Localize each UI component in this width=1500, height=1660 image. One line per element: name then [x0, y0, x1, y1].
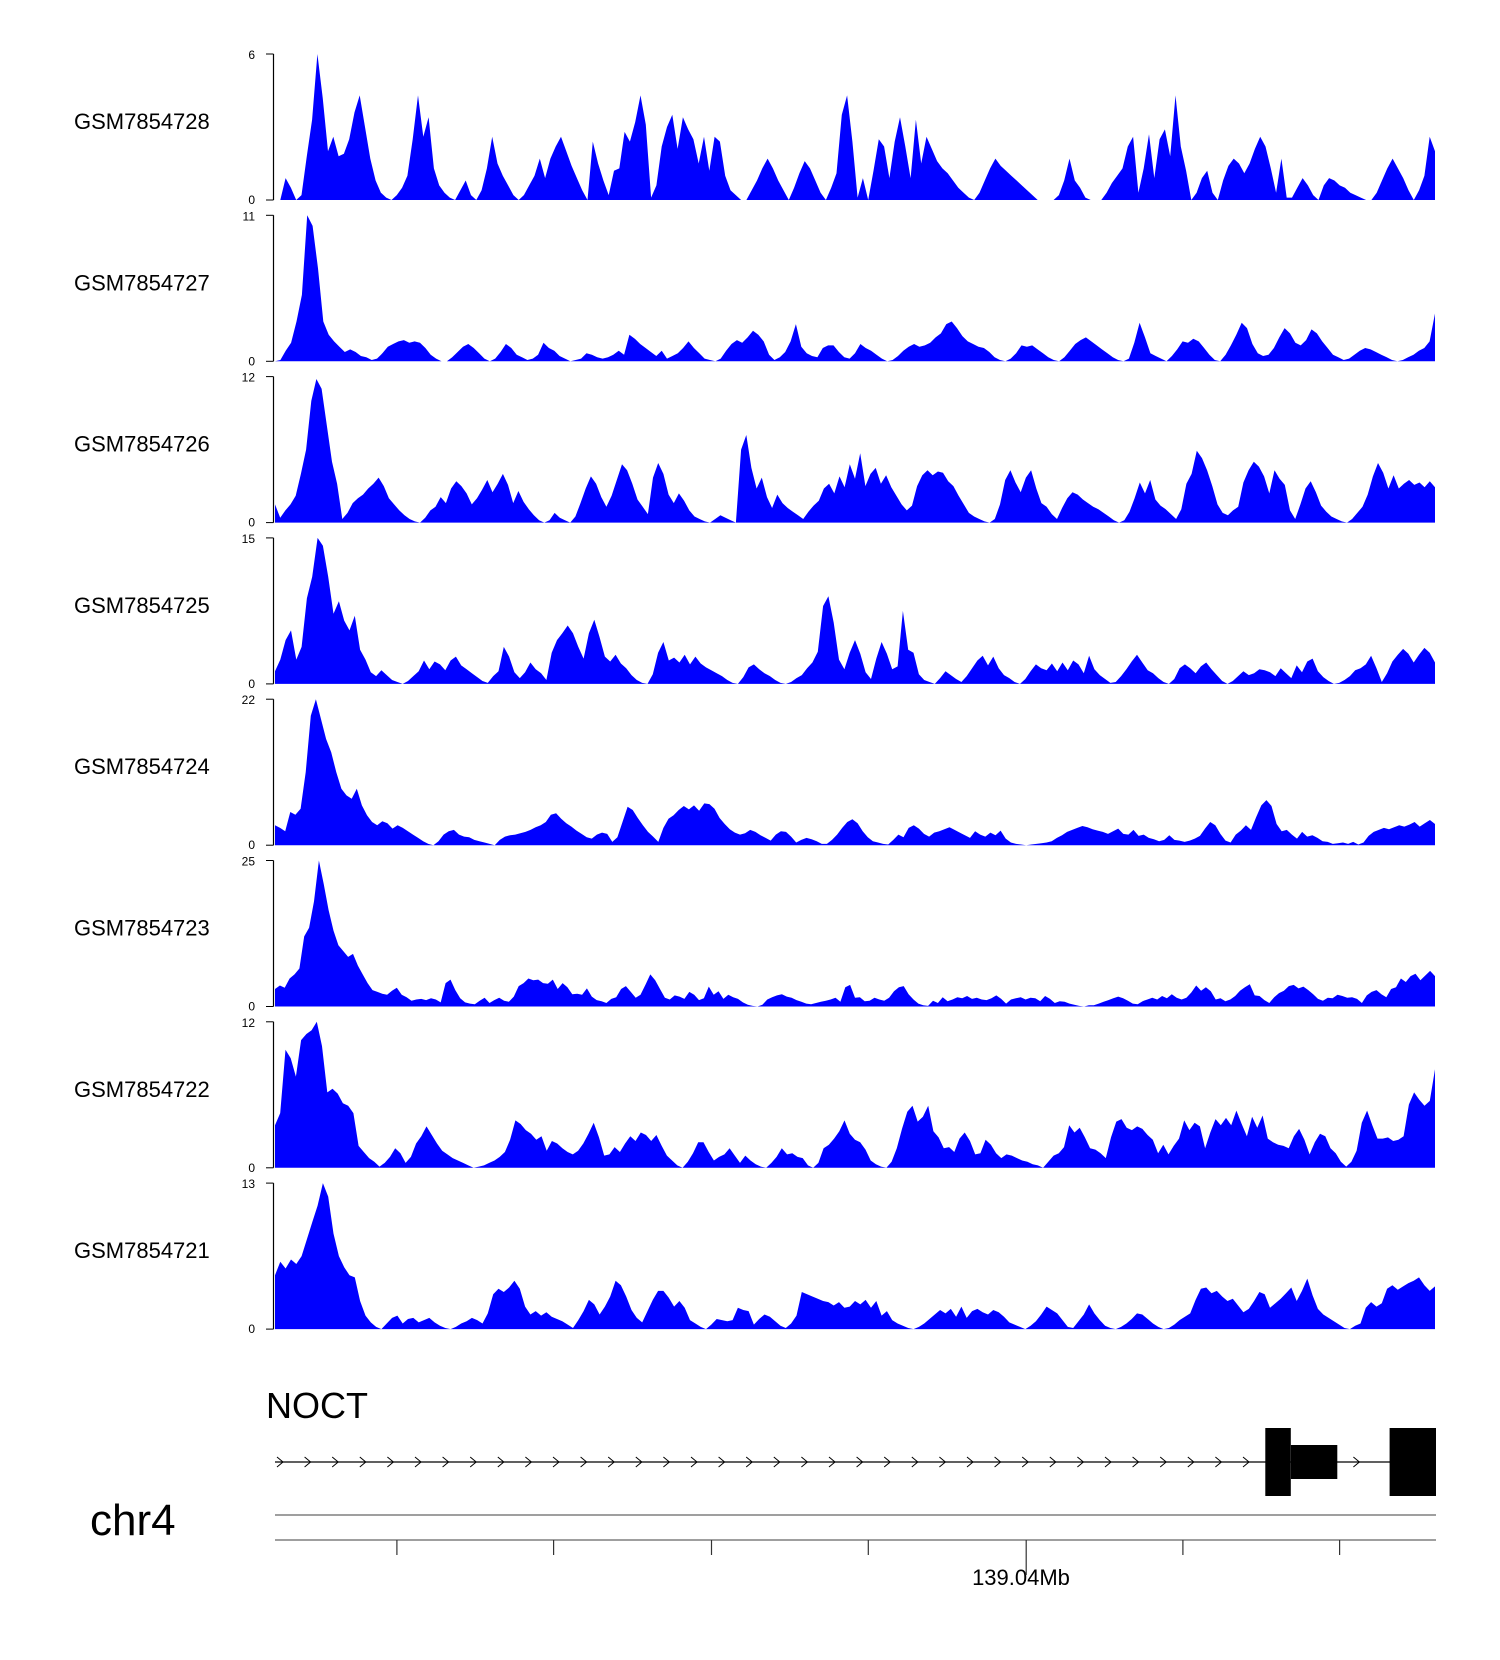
coverage-area [275, 215, 1435, 362]
axis-tick-label: 139.04Mb [972, 1565, 1070, 1590]
strand-arrow [1021, 1456, 1029, 1468]
strand-arrow [304, 1456, 312, 1468]
strand-arrow [966, 1456, 974, 1468]
strand-arrow [442, 1456, 450, 1468]
y-axis-max-label: 25 [242, 855, 256, 869]
coverage-area [275, 54, 1435, 200]
coverage-area [275, 699, 1435, 846]
strand-arrow [856, 1456, 864, 1468]
strand-arrow [469, 1456, 477, 1468]
strand-arrow [525, 1456, 533, 1468]
strand-arrow [497, 1456, 505, 1468]
strand-arrow [580, 1456, 588, 1468]
strand-arrow [1215, 1456, 1223, 1468]
y-axis-zero-label: 0 [248, 838, 255, 852]
gene-exon [1290, 1445, 1338, 1479]
strand-arrow [1159, 1456, 1167, 1468]
strand-arrow [276, 1456, 284, 1468]
strand-arrow [801, 1456, 809, 1468]
coverage-area [275, 1021, 1435, 1168]
track-name-label: GSM7854725 [74, 593, 210, 618]
strand-arrow [331, 1456, 339, 1468]
y-axis-max-label: 12 [242, 1016, 256, 1030]
strand-arrow [414, 1456, 422, 1468]
coverage-area [275, 537, 1435, 684]
track-name-label: GSM7854723 [74, 916, 210, 941]
coverage-area [275, 860, 1435, 1007]
y-axis-zero-label: 0 [248, 354, 255, 368]
strand-arrow [387, 1456, 395, 1468]
y-axis-zero-label: 0 [248, 193, 255, 207]
track-GSM7854725: GSM7854725 15 0 [74, 532, 1435, 691]
track-name-label: GSM7854728 [74, 109, 210, 134]
strand-arrow [1242, 1456, 1250, 1468]
track-name-label: GSM7854726 [74, 432, 210, 457]
strand-arrow [1104, 1456, 1112, 1468]
track-GSM7854726: GSM7854726 12 0 [74, 371, 1435, 530]
y-axis-max-label: 15 [242, 532, 256, 546]
strand-arrow [1077, 1456, 1085, 1468]
track-GSM7854722: GSM7854722 12 0 [74, 1016, 1435, 1175]
y-axis-max-label: 6 [248, 48, 255, 62]
y-axis-max-label: 12 [242, 371, 256, 385]
strand-arrow [883, 1456, 891, 1468]
strand-arrow [911, 1456, 919, 1468]
genome-axis: chr4 139.04Mb [90, 1496, 1436, 1590]
track-name-label: GSM7854722 [74, 1077, 210, 1102]
strand-arrow [718, 1456, 726, 1468]
strand-arrow [994, 1456, 1002, 1468]
track-GSM7854724: GSM7854724 22 0 [74, 693, 1435, 852]
strand-arrow [359, 1456, 367, 1468]
strand-arrow [607, 1456, 615, 1468]
track-GSM7854727: GSM7854727 11 0 [74, 209, 1435, 368]
track-GSM7854728: GSM7854728 6 0 [74, 48, 1435, 207]
track-name-label: GSM7854727 [74, 270, 210, 295]
gene-exon [1389, 1428, 1436, 1496]
strand-arrow [939, 1456, 947, 1468]
y-axis-zero-label: 0 [248, 1000, 255, 1014]
strand-arrow [828, 1456, 836, 1468]
coverage-area [275, 379, 1435, 523]
track-GSM7854721: GSM7854721 13 0 [74, 1177, 1435, 1336]
y-axis-zero-label: 0 [248, 1161, 255, 1175]
strand-arrow [1187, 1456, 1195, 1468]
coverage-tracks: GSM785472860GSM7854727110GSM7854726120GS… [74, 48, 1435, 1336]
y-axis-zero-label: 0 [248, 677, 255, 691]
track-name-label: GSM7854724 [74, 754, 210, 779]
y-axis-zero-label: 0 [248, 1322, 255, 1336]
strand-arrow [1353, 1456, 1361, 1468]
track-name-label: GSM7854721 [74, 1238, 210, 1263]
strand-arrow [1132, 1456, 1140, 1468]
y-axis-max-label: 22 [242, 693, 256, 707]
strand-arrow [552, 1456, 560, 1468]
track-GSM7854723: GSM7854723 25 0 [74, 855, 1435, 1014]
gene-exon [1265, 1428, 1291, 1496]
y-axis-max-label: 13 [242, 1177, 256, 1191]
y-axis-zero-label: 0 [248, 516, 255, 530]
strand-arrow [1049, 1456, 1057, 1468]
strand-arrow [773, 1456, 781, 1468]
strand-arrow [663, 1456, 671, 1468]
gene-name-label: NOCT [266, 1385, 368, 1426]
strand-arrow [635, 1456, 643, 1468]
coverage-area [275, 1183, 1435, 1330]
strand-arrow [745, 1456, 753, 1468]
y-axis-max-label: 11 [243, 209, 256, 223]
chromosome-label: chr4 [90, 1496, 176, 1545]
gene-track: NOCT [266, 1385, 1436, 1496]
strand-arrow [690, 1456, 698, 1468]
